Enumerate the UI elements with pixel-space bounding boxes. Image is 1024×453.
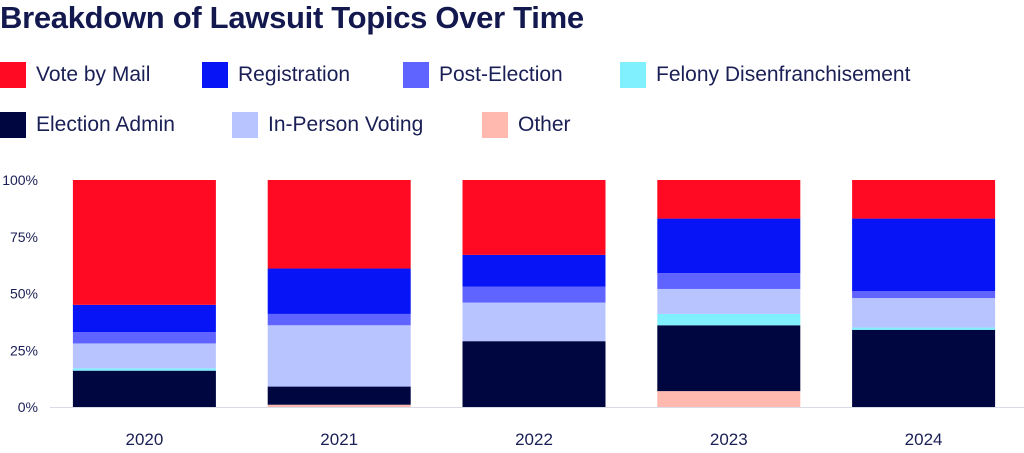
- bar-segment-in-person-voting-2022: [462, 302, 606, 342]
- y-tick-label: 25%: [10, 342, 38, 358]
- x-tick-label: 2023: [710, 430, 748, 449]
- y-tick-label: 100%: [2, 172, 38, 188]
- bar-segment-felony-disenfranchisement-2024: [852, 327, 996, 330]
- x-tick-label: 2024: [905, 430, 943, 449]
- legend-label: In-Person Voting: [268, 113, 424, 136]
- bar-segment-registration-2023: [657, 218, 801, 274]
- bar-segment-post-election-2020: [72, 332, 216, 344]
- bar-segment-vote-by-mail-2020: [72, 180, 216, 305]
- bar-segment-registration-2022: [462, 254, 606, 287]
- legend-swatch: [232, 112, 258, 138]
- legend-label: Vote by Mail: [36, 63, 151, 86]
- bar-segment-election-admin-2024: [852, 329, 996, 407]
- legend-item-vote-by-mail: Vote by Mail: [0, 62, 150, 88]
- bar-segment-felony-disenfranchisement-2023: [657, 313, 801, 326]
- y-tick-label: 0%: [18, 399, 38, 415]
- legend-swatch: [0, 62, 26, 88]
- y-tick-label: 50%: [10, 286, 38, 302]
- bar-segment-registration-2020: [72, 304, 216, 333]
- legend-item-registration: Registration: [202, 62, 350, 88]
- legend-label: Election Admin: [36, 113, 175, 136]
- bar-segment-in-person-voting-2023: [657, 288, 801, 314]
- legend-swatch: [403, 62, 429, 88]
- x-tick-label: 2021: [320, 430, 358, 449]
- legend-item-in-person-voting: In-Person Voting: [232, 112, 423, 138]
- bar-segment-post-election-2021: [267, 313, 411, 326]
- bar-segment-vote-by-mail-2022: [462, 180, 606, 255]
- x-tick-label: 2020: [125, 430, 163, 449]
- legend-item-other: Other: [482, 112, 571, 138]
- legend-item-felony-disenfranchisement: Felony Disenfranchisement: [620, 62, 910, 88]
- bar-segment-post-election-2022: [462, 286, 606, 303]
- bar-segment-election-admin-2021: [267, 386, 411, 405]
- bar-segment-vote-by-mail-2024: [852, 180, 996, 219]
- bar-segment-post-election-2023: [657, 273, 801, 289]
- x-tick-label: 2022: [515, 430, 553, 449]
- legend-label: Registration: [238, 63, 351, 86]
- legend: Vote by Mail Registration Post-Election …: [0, 62, 1024, 142]
- legend-label: Felony Disenfranchisement: [656, 63, 911, 86]
- bar-segment-vote-by-mail-2021: [267, 180, 411, 269]
- legend-swatch: [482, 112, 508, 138]
- bar-segment-post-election-2024: [852, 291, 996, 299]
- legend-label: Other: [518, 113, 571, 136]
- bar-segment-election-admin-2023: [657, 325, 801, 392]
- bar-segment-registration-2024: [852, 218, 996, 292]
- legend-item-post-election: Post-Election: [403, 62, 563, 88]
- chart-title: Breakdown of Lawsuit Topics Over Time: [0, 0, 584, 35]
- bar-segment-in-person-voting-2021: [267, 325, 411, 387]
- legend-label: Post-Election: [439, 63, 563, 86]
- legend-swatch: [202, 62, 228, 88]
- bar-segment-felony-disenfranchisement-2020: [72, 368, 216, 371]
- bar-segment-vote-by-mail-2023: [657, 180, 801, 219]
- bar-segment-registration-2021: [267, 268, 411, 314]
- bar-segment-in-person-voting-2020: [72, 343, 216, 369]
- bar-segment-in-person-voting-2024: [852, 298, 996, 328]
- bar-segment-other-2021: [267, 404, 411, 407]
- legend-swatch: [0, 112, 26, 138]
- legend-item-election-admin: Election Admin: [0, 112, 175, 138]
- y-tick-label: 75%: [10, 229, 38, 245]
- legend-swatch: [620, 62, 646, 88]
- bar-segment-other-2023: [657, 391, 801, 407]
- bar-segment-election-admin-2020: [72, 370, 216, 407]
- bar-segment-election-admin-2022: [462, 341, 606, 407]
